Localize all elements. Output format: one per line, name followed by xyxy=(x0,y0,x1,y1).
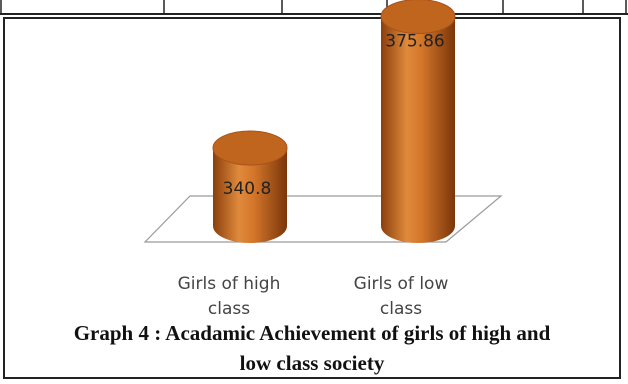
bar-top-2 xyxy=(380,0,456,35)
bar-body-2 xyxy=(381,16,455,244)
bar-body-1 xyxy=(213,148,287,243)
value-label-1: 340.8 xyxy=(223,179,272,199)
caption-line-2: low class society xyxy=(239,351,385,375)
figure-caption: Graph 4 : Acadamic Achievement of girls … xyxy=(3,318,621,378)
category-label-1-line-2: class xyxy=(208,299,250,319)
caption-line-1: Graph 4 : Acadamic Achievement of girls … xyxy=(73,321,551,345)
category-label-2-line-2: class xyxy=(380,299,422,319)
bar-1 xyxy=(212,130,288,243)
category-label-1-line-1: Girls of high xyxy=(178,274,281,294)
bar-top-1 xyxy=(212,130,288,166)
bar-2 xyxy=(380,0,456,244)
category-label-2-line-1: Girls of low xyxy=(354,274,449,294)
bars-layer xyxy=(212,0,456,244)
labels-layer: 340.8 Girls of high class 375.86 Girls of lo… xyxy=(178,32,449,319)
figure-frame xyxy=(3,17,621,379)
value-label-2: 375.86 xyxy=(385,32,444,52)
bar-chart: 340.8 Girls of high class 375.86 Girls of lo… xyxy=(143,0,503,319)
